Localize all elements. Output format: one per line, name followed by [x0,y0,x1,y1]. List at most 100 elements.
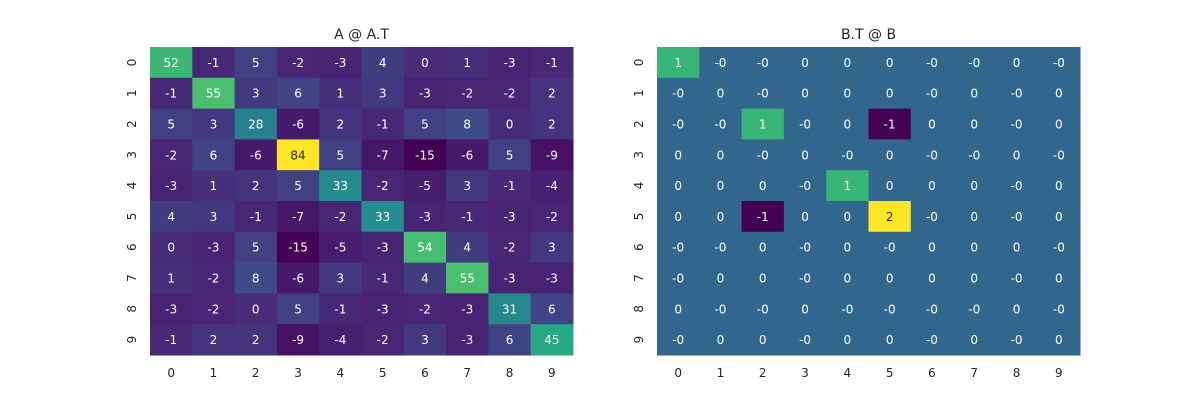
heatmap-cell [319,77,362,110]
heatmap-title: A @ A.T [334,27,389,43]
cell-label: -3 [377,241,389,255]
cell-label: -1 [165,333,177,347]
y-tick-label: 0 [125,59,139,67]
heatmap-cell [192,231,236,264]
heatmap-cell [234,77,278,110]
cell-label: 0 [674,148,682,162]
cell-label: 4 [379,56,387,70]
heatmap-cell [953,293,996,325]
heatmap-cell [319,231,362,264]
heatmap-cell [361,324,405,356]
cell-label: -1 [207,56,219,70]
heatmap-cell [276,139,320,171]
heatmap-cell [741,108,785,140]
cell-label: 0 [1055,210,1063,224]
cell-label: 0 [1055,272,1063,286]
heatmap-cell [868,170,912,202]
heatmap-cell [192,324,236,356]
cell-label: -0 [926,87,938,101]
heatmap-cell [868,293,912,325]
heatmap-cell [741,231,785,264]
heatmap-cell [953,231,996,264]
cell-label: -1 [546,56,558,70]
heatmap-cell [403,262,447,294]
cell-label: -1 [165,87,177,101]
heatmap-cell [234,262,278,294]
cell-label: 0 [717,148,725,162]
heatmap-cell [995,77,1039,110]
cell-label: -0 [799,272,811,286]
heatmap-cell [826,293,869,325]
cell-label: -0 [1011,118,1023,132]
heatmap-cell [1037,77,1081,110]
cell-label: -3 [165,179,177,193]
heatmap-cell [361,231,405,264]
x-tick-label: 0 [167,366,175,380]
x-tick-label: 6 [421,366,429,380]
cell-label: 2 [886,210,894,224]
heatmap-cell [657,262,700,294]
cell-label: -2 [461,87,473,101]
cell-label: -0 [1011,272,1023,286]
heatmap-cell [150,77,193,110]
heatmap-cell [910,139,954,171]
heatmap-cell [446,77,489,110]
y-tick-label: 6 [125,243,139,251]
heatmap-cell [403,231,447,264]
heatmap-cell [192,77,236,110]
heatmap-cell [276,201,320,233]
heatmap-cell [530,170,574,202]
heatmap-cell [488,77,532,110]
x-tick-label: 1 [210,366,218,380]
heatmap-cell [995,139,1039,171]
heatmap-cell [1037,231,1081,264]
heatmap-cell [234,170,278,202]
heatmap-cell [910,108,954,140]
y-tick-label: 8 [125,305,139,313]
heatmap-cell [446,108,489,140]
cell-label: 54 [417,241,432,255]
cell-label: -6 [461,148,473,162]
x-tick-label: 3 [801,366,809,380]
heatmap-cell [995,170,1039,202]
heatmap-cell [530,77,574,110]
cell-label: -7 [377,148,389,162]
cell-label: -6 [250,148,262,162]
y-tick-label: 3 [125,151,139,159]
cell-label: 33 [333,179,348,193]
cell-label: 6 [210,148,218,162]
heatmap-cell [657,77,700,110]
heatmap-cell [657,293,700,325]
heatmap-cell [826,201,869,233]
cell-label: 0 [717,179,725,193]
cell-label: 28 [248,118,263,132]
cell-label: 0 [717,333,725,347]
heatmap-cell [868,201,912,233]
cell-label: 4 [463,241,471,255]
y-tick-label: 2 [125,120,139,128]
cell-label: -0 [926,333,938,347]
cell-label: 0 [1013,241,1021,255]
heatmap-cell [276,293,320,325]
heatmap-cell [488,201,532,233]
heatmap-cell [319,324,362,356]
cell-label: 0 [421,56,429,70]
cell-label: 2 [548,118,556,132]
heatmap-cell [150,108,193,140]
heatmap-cell [953,108,996,140]
cell-label: -7 [292,210,304,224]
cell-label: 0 [844,118,852,132]
cell-label: -3 [504,210,516,224]
heatmap-cell [234,201,278,233]
heatmap-cell [361,77,405,110]
cell-label: 0 [886,148,894,162]
x-tick-label: 4 [844,366,852,380]
cell-label: -0 [926,148,938,162]
heatmap-cell [657,231,700,264]
heatmap-cell [826,47,869,79]
heatmap-cell [783,231,827,264]
cell-label: -0 [672,272,684,286]
heatmap-cell [150,231,193,264]
heatmap-cell [741,170,785,202]
heatmap-cell [361,139,405,171]
